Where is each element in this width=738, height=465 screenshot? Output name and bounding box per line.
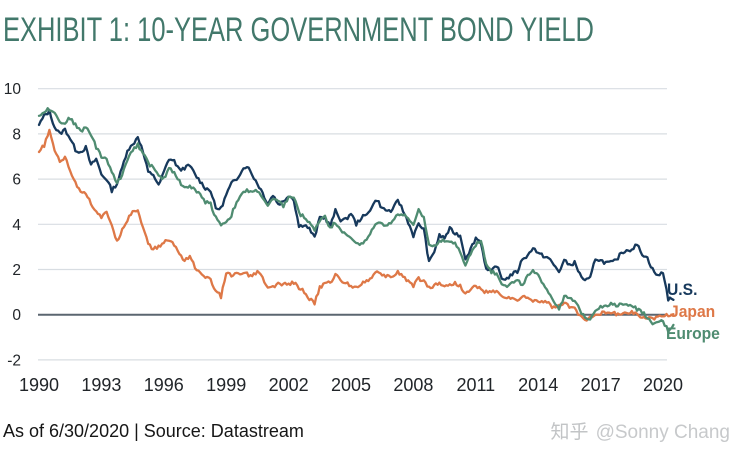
chart-title: EXHIBIT 1: 10-YEAR GOVERNMENT BOND YIELD: [3, 11, 594, 49]
legend-japan-label: Japan: [670, 302, 716, 321]
watermark: 知乎 @Sonny Chang: [551, 417, 730, 444]
legend-us-label: U.S.: [667, 280, 698, 299]
x-tick-label: 1996: [144, 375, 184, 395]
series-line-europe: [37, 107, 675, 333]
x-tick-label: 1999: [206, 375, 246, 395]
x-tick-label: 1990: [19, 375, 59, 395]
series-line-japan: [37, 128, 675, 322]
y-tick-label: 6: [12, 172, 21, 189]
x-tick-label: 2017: [581, 375, 621, 395]
x-tick-label: 2008: [393, 375, 433, 395]
x-tick-label: 2020: [643, 375, 683, 395]
x-tick-label: 2005: [331, 375, 371, 395]
x-tick-label: 2014: [518, 375, 558, 395]
source-caption: As of 6/30/2020 | Source: Datastream: [3, 421, 304, 441]
y-tick-label: -2: [7, 352, 21, 369]
legend-europe-label: Europe: [666, 324, 720, 343]
y-tick-label: 2: [12, 262, 21, 279]
x-tick-label: 2011: [456, 375, 495, 395]
y-tick-label: 8: [12, 126, 21, 143]
bond-yield-chart: 10 8 6 4 2 0 -2 1990 1993 1996 1999 2002 2005 2008 201…: [4, 81, 683, 395]
x-tick-label: 1993: [81, 375, 121, 395]
watermark-brand: 知乎: [550, 422, 589, 443]
watermark-handle: @Sonny Chang: [595, 422, 730, 443]
y-tick-label: 10: [4, 81, 22, 98]
y-tick-label: 4: [12, 217, 21, 234]
series-line-us: [37, 108, 675, 302]
y-tick-label: 0: [12, 307, 21, 324]
x-tick-label: 2002: [269, 375, 309, 395]
